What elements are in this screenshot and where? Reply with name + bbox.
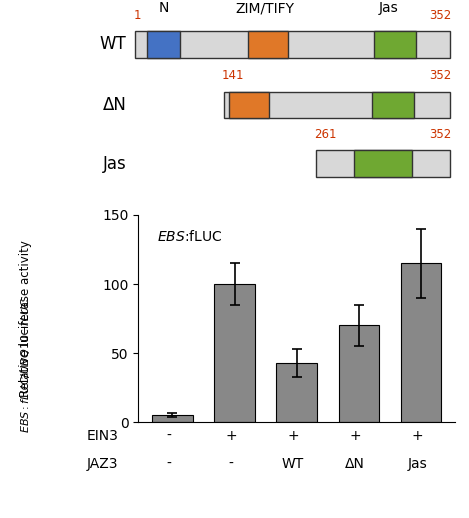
Text: EIN3: EIN3 [87,429,119,443]
Text: 352: 352 [429,69,451,82]
Text: ΔN: ΔN [102,96,126,114]
Text: 141: 141 [222,69,244,82]
Bar [401,263,441,422]
Bar [152,415,193,422]
Text: +: + [349,429,361,443]
Text: Jas: Jas [407,456,427,471]
Bar [224,92,449,118]
Text: Relative luciferase activity: Relative luciferase activity [19,240,32,397]
Text: -: - [228,456,234,471]
Text: N: N [159,1,169,15]
Bar [249,31,288,57]
Text: 261: 261 [314,128,337,141]
Text: WT: WT [99,35,126,53]
Text: ΔN: ΔN [345,456,365,471]
Bar [339,325,379,422]
Text: WT: WT [282,456,304,471]
Text: -: - [166,429,171,443]
Bar [316,150,449,177]
Bar [354,150,412,177]
Bar [229,92,269,118]
Text: +: + [225,429,237,443]
Bar [276,363,317,422]
Text: +: + [287,429,299,443]
Text: 352: 352 [429,9,451,22]
Text: +: + [411,429,423,443]
Bar [374,31,416,57]
Bar [136,31,449,57]
Text: JAZ3: JAZ3 [87,456,118,471]
Text: Jas: Jas [103,154,126,172]
Text: 1: 1 [134,9,141,22]
Text: $\it{EBS}$:fLUC: $\it{EBS}$:fLUC [158,229,223,244]
Bar [147,31,180,57]
Text: $\it{EBS:fLUC/UBQ10\mathit{-}rLUC}$: $\it{EBS:fLUC/UBQ10\mathit{-}rLUC}$ [19,297,32,434]
Text: -: - [166,456,171,471]
Bar [372,92,414,118]
Text: 352: 352 [429,128,451,141]
Bar [214,284,255,422]
Text: ZIM/TIFY: ZIM/TIFY [236,1,295,15]
Text: Jas: Jas [378,1,398,15]
